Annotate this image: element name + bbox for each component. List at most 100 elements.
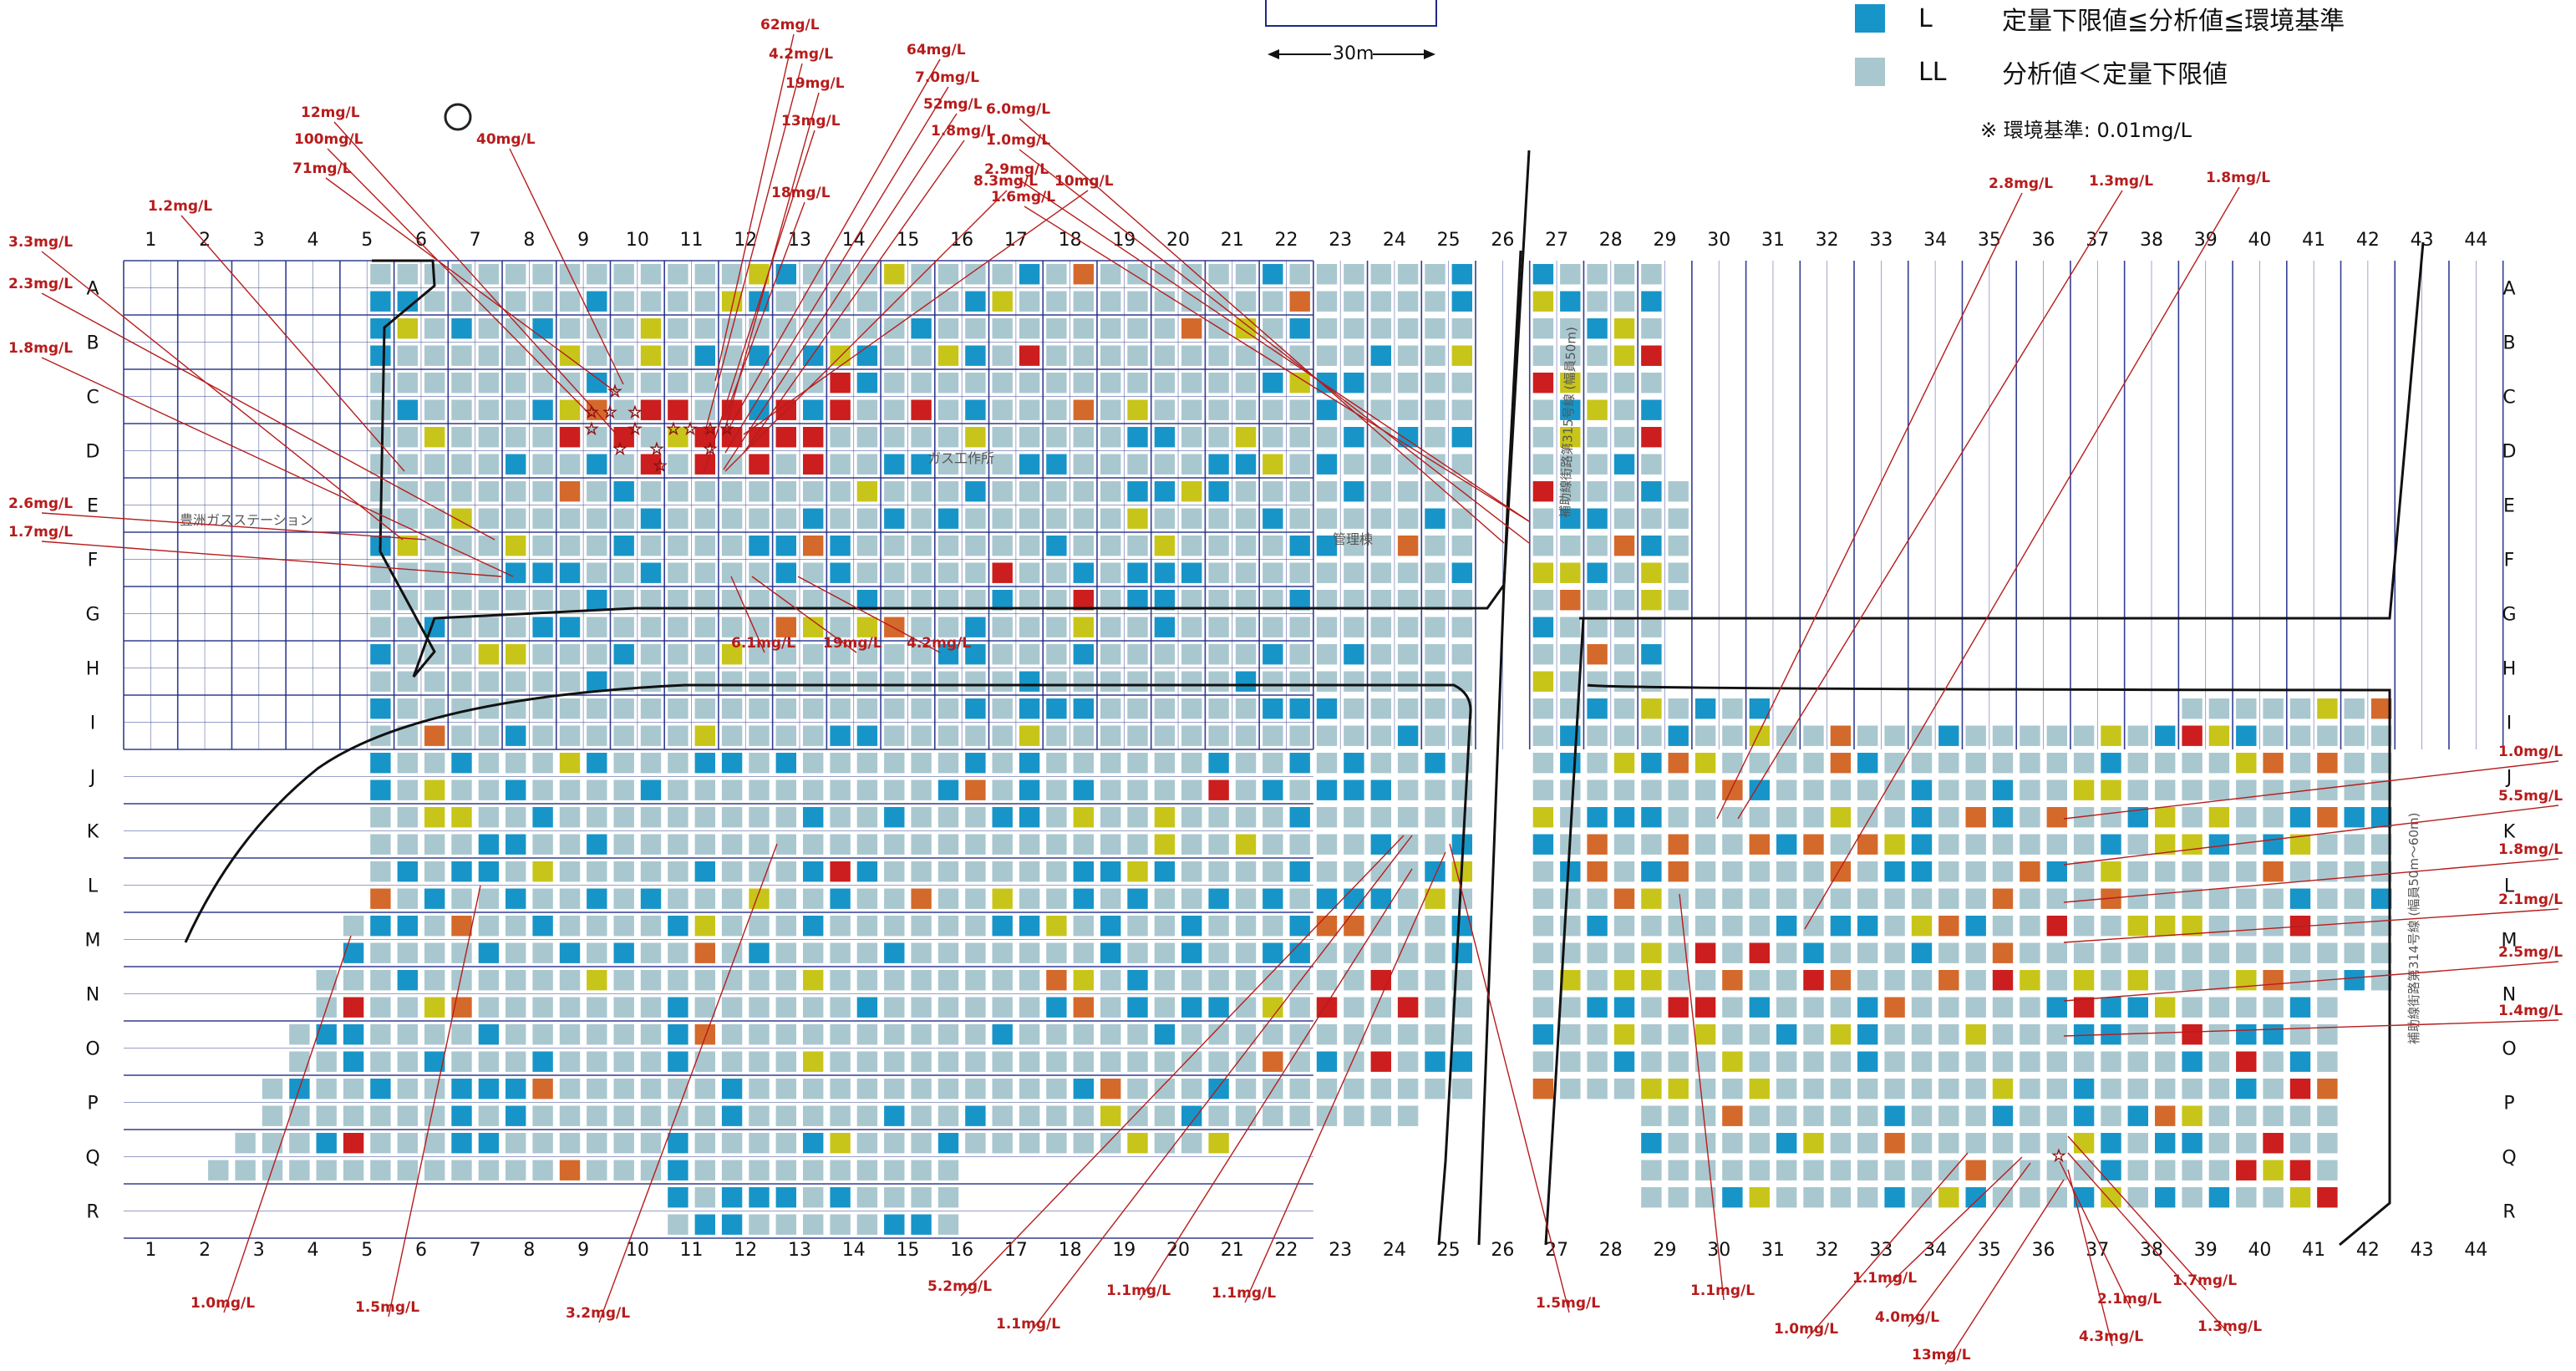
sample-cell [1857,779,1878,800]
sample-cell [1830,916,1852,937]
sample-cell [1370,644,1391,665]
sample-cell [532,1024,553,1045]
sample-cell [1425,997,1446,1018]
sample-cell [1289,888,1310,909]
sample-cell [1749,916,1770,937]
sample-cell [2182,807,2203,828]
sample-cell [1613,617,1635,637]
sample-cell [1344,617,1364,637]
sample-cell [884,1187,905,1208]
sample-cell [1316,671,1338,692]
sample-cell [803,1133,824,1154]
sample-cell [478,1105,500,1126]
sample-cell [1532,264,1554,285]
sample-cell [1127,1079,1148,1099]
sample-cell [1668,562,1689,583]
sample-cell [1694,779,1716,800]
column-label-bottom: 39 [2194,1240,2218,1261]
sample-cell [1073,834,1094,855]
sample-cell [2182,698,2203,719]
sample-cell [532,1105,553,1126]
sample-cell [1425,536,1446,556]
column-label-top: 27 [1545,230,1568,251]
sample-cell [2317,807,2338,828]
sample-cell [1208,481,1229,502]
sample-cell [2289,1105,2311,1126]
sample-cell [992,454,1013,475]
sample-cell [2236,1024,2257,1045]
sample-cell [1668,1187,1689,1208]
sample-cell [1073,861,1094,882]
sample-cell [2289,753,2311,774]
concentration-label: 2.3mg/L [8,276,73,292]
sample-cell [1046,1024,1067,1045]
sample-cell [1263,671,1283,692]
hotspot-cell [613,427,634,448]
sample-cell [478,1133,500,1154]
sample-cell [775,888,796,909]
sample-cell [1938,861,1959,882]
sample-cell [478,916,500,937]
sample-cell [965,345,986,366]
sample-cell [1965,970,1986,991]
sample-cell [370,1105,391,1126]
sample-cell [1857,834,1878,855]
sample-cell [1425,508,1446,529]
concentration-label: 64mg/L [907,42,966,58]
sample-cell [775,942,796,963]
sample-cell [1749,725,1770,746]
sample-cell [749,1105,770,1126]
sample-cell [613,644,634,665]
callout-leader-line [724,58,941,435]
sample-cell [1181,861,1202,882]
sample-cell [1019,970,1040,991]
sample-cell [1830,1160,1852,1181]
sample-cell [2317,1160,2338,1181]
sample-cell [2344,725,2365,746]
sample-cell [1344,942,1364,963]
row-label-right: E [2503,496,2515,517]
sample-cell [1965,1133,1986,1154]
sample-cell [1370,1051,1391,1072]
row-label-left: P [87,1094,98,1115]
sample-cell [1938,970,1959,991]
sample-cell [2101,861,2121,882]
sample-cell [370,318,391,339]
sample-cell [397,753,418,774]
sample-cell [803,1160,824,1181]
sample-cell [506,1133,526,1154]
sample-cell [1641,942,1662,963]
sample-cell [1857,861,1878,882]
sample-cell [587,617,607,637]
sample-cell [694,807,715,828]
sample-cell [1776,1105,1797,1126]
sample-cell [1046,888,1067,909]
sample-cell [1208,698,1229,719]
sample-cell [424,779,445,800]
sample-cell [613,942,634,963]
sample-cell [856,590,878,611]
sample-cell [1613,725,1635,746]
sample-cell [749,779,770,800]
sample-cell [2155,725,2176,746]
sample-cell [1100,562,1121,583]
sample-cell [1316,725,1338,746]
sample-cell [694,916,715,937]
sample-cell [1397,916,1419,937]
sample-cell [2289,1024,2311,1045]
sample-cell [2263,807,2284,828]
sample-cell [749,481,770,502]
sample-cell [721,834,743,855]
sample-cell [937,617,959,637]
concentration-label: 2.5mg/L [2498,944,2563,961]
sample-cell [1289,698,1310,719]
sample-cell [1235,318,1257,339]
sample-cell [1127,373,1148,394]
sample-cell [1046,536,1067,556]
column-label-top: 8 [523,230,535,251]
sample-cell [316,1051,337,1072]
sample-cell [1127,427,1148,448]
sample-cell [1532,725,1554,746]
callout-leader-line [41,251,404,541]
row-label-left: J [89,768,96,789]
